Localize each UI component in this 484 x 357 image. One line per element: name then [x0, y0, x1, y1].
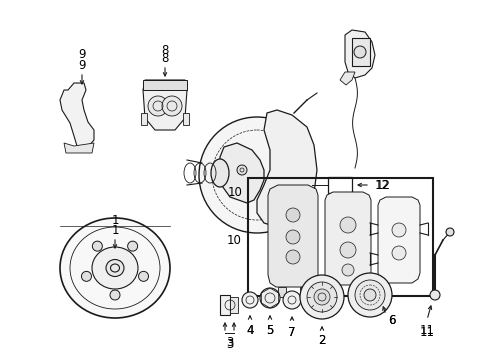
- Text: 2: 2: [318, 333, 325, 347]
- Text: 9: 9: [78, 59, 86, 71]
- Circle shape: [353, 46, 365, 58]
- Polygon shape: [143, 80, 187, 90]
- Circle shape: [81, 271, 91, 281]
- Text: 10: 10: [227, 186, 242, 198]
- Ellipse shape: [106, 260, 124, 277]
- Bar: [300, 287, 307, 297]
- Text: 8: 8: [161, 51, 168, 65]
- Circle shape: [391, 223, 405, 237]
- Circle shape: [286, 208, 300, 222]
- Text: 3: 3: [226, 337, 233, 350]
- Bar: [327, 177, 351, 193]
- Bar: [141, 113, 147, 125]
- Text: 1: 1: [111, 223, 119, 236]
- Text: 11: 11: [419, 323, 434, 337]
- Circle shape: [306, 282, 336, 312]
- Bar: [277, 287, 286, 297]
- Circle shape: [339, 242, 355, 258]
- Polygon shape: [64, 143, 94, 153]
- Circle shape: [283, 291, 301, 309]
- Circle shape: [429, 290, 439, 300]
- Circle shape: [138, 271, 148, 281]
- Circle shape: [445, 228, 453, 236]
- Text: 3: 3: [226, 337, 233, 351]
- Circle shape: [391, 246, 405, 260]
- Text: 12: 12: [374, 178, 389, 191]
- Text: 6: 6: [388, 315, 395, 327]
- Polygon shape: [60, 83, 94, 148]
- Circle shape: [198, 117, 314, 233]
- Circle shape: [110, 290, 120, 300]
- Text: 1: 1: [111, 213, 119, 226]
- Text: 4: 4: [246, 323, 253, 337]
- Bar: [220, 295, 229, 315]
- Circle shape: [348, 273, 391, 317]
- Circle shape: [127, 241, 137, 251]
- Circle shape: [354, 280, 384, 310]
- Circle shape: [313, 289, 329, 305]
- Circle shape: [286, 230, 300, 244]
- Bar: [229, 297, 238, 313]
- Polygon shape: [143, 80, 187, 130]
- Polygon shape: [377, 197, 419, 283]
- Text: 7: 7: [287, 327, 295, 340]
- Circle shape: [300, 275, 343, 319]
- Text: 10: 10: [226, 233, 241, 246]
- Polygon shape: [257, 110, 317, 227]
- Text: 4: 4: [246, 323, 253, 337]
- Text: 11: 11: [419, 326, 434, 338]
- Text: 2: 2: [318, 335, 325, 347]
- Ellipse shape: [92, 247, 138, 289]
- Polygon shape: [324, 192, 370, 285]
- Bar: [351, 38, 369, 66]
- Polygon shape: [268, 185, 318, 287]
- Circle shape: [237, 165, 246, 175]
- Ellipse shape: [60, 218, 170, 318]
- Bar: [247, 178, 432, 296]
- Circle shape: [148, 96, 167, 116]
- Text: 7: 7: [287, 326, 295, 338]
- Circle shape: [339, 217, 355, 233]
- Circle shape: [286, 250, 300, 264]
- Text: 5: 5: [266, 323, 273, 337]
- Polygon shape: [344, 30, 374, 78]
- Circle shape: [242, 292, 257, 308]
- Circle shape: [92, 241, 102, 251]
- Circle shape: [341, 264, 353, 276]
- Circle shape: [363, 289, 375, 301]
- Text: 12: 12: [375, 178, 390, 191]
- Text: 9: 9: [78, 47, 86, 60]
- Bar: [354, 285, 360, 293]
- Polygon shape: [339, 72, 354, 85]
- Ellipse shape: [211, 159, 228, 187]
- Polygon shape: [220, 143, 263, 203]
- Bar: [182, 113, 189, 125]
- Bar: [333, 285, 338, 293]
- Text: 6: 6: [388, 313, 395, 327]
- Text: 8: 8: [161, 44, 168, 56]
- Circle shape: [162, 96, 182, 116]
- Circle shape: [259, 288, 279, 308]
- Text: 5: 5: [266, 325, 273, 337]
